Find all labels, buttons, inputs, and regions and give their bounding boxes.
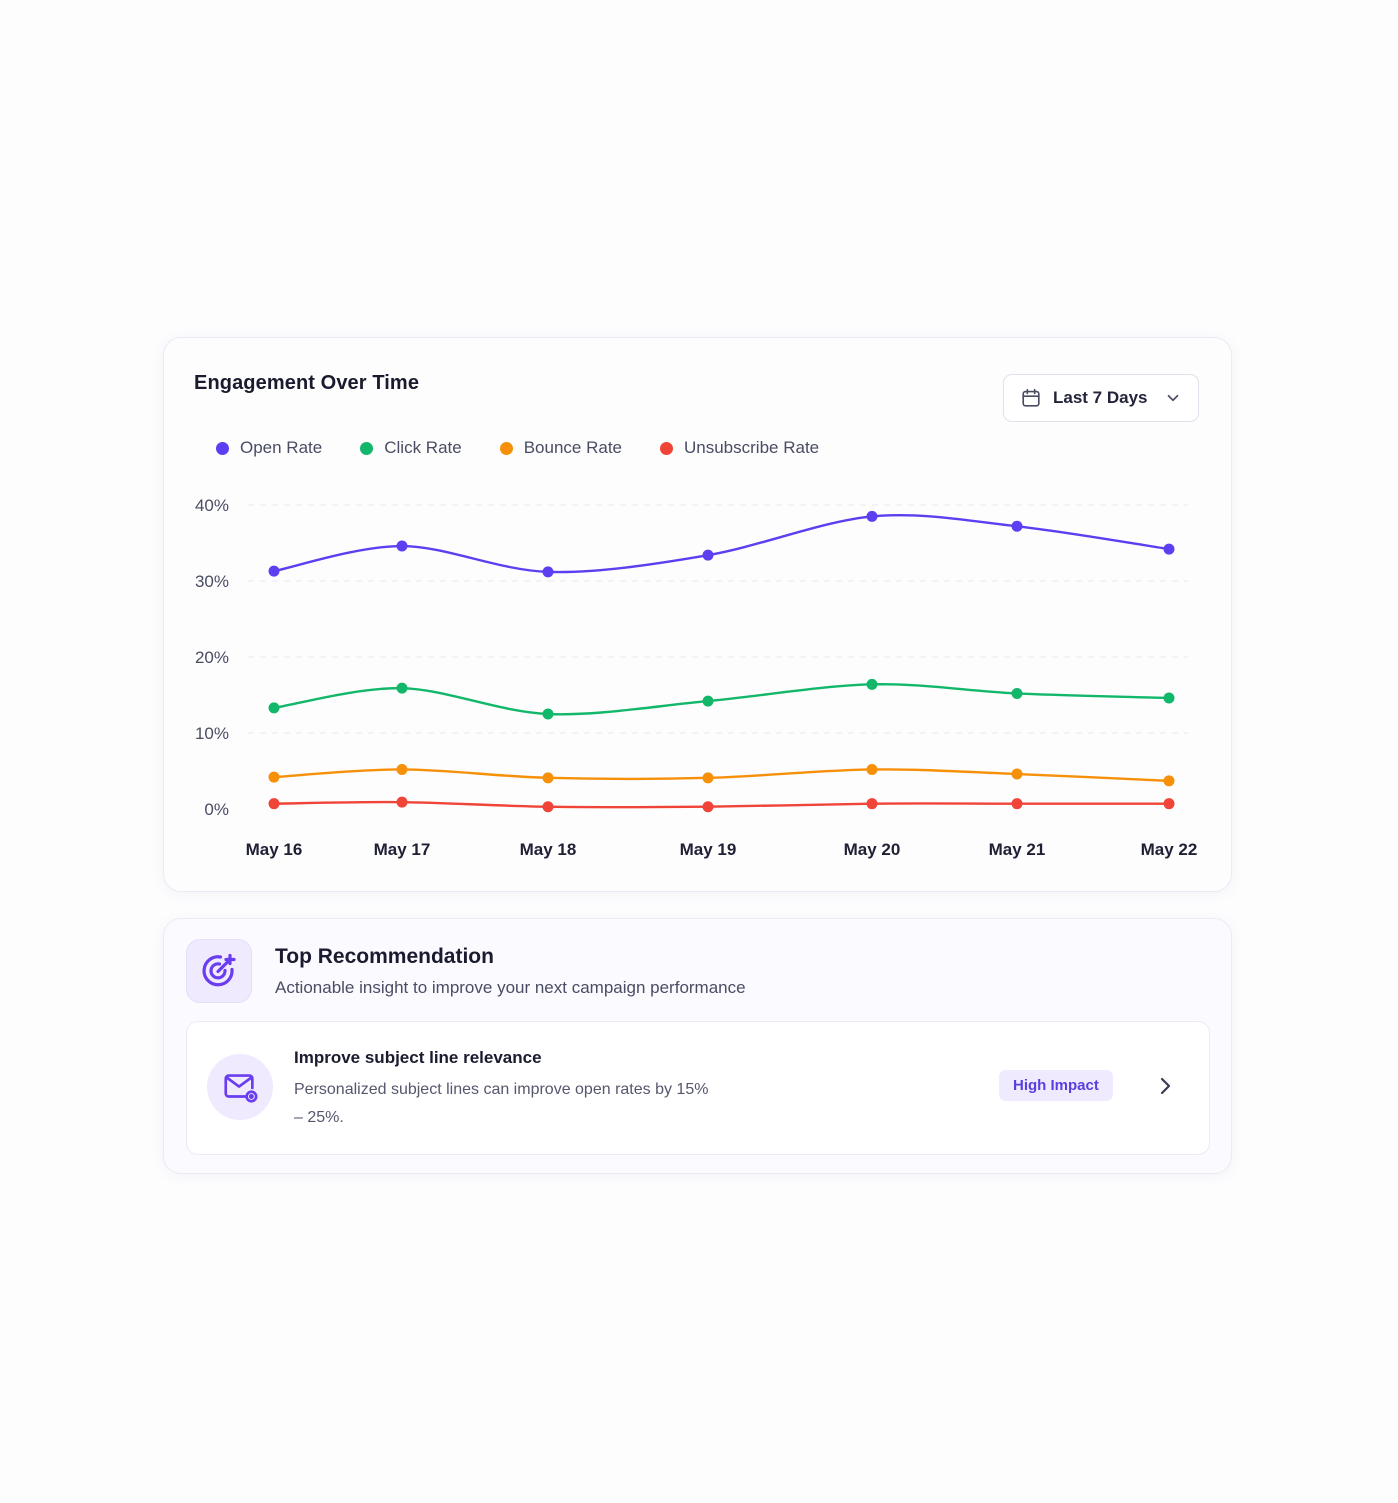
x-tick-label: May 17 — [374, 840, 431, 859]
y-tick-label: 40% — [195, 496, 229, 515]
data-point-unsubscribe-rate — [1163, 798, 1175, 810]
data-point-click-rate — [1011, 687, 1023, 699]
recommendation-card: Top Recommendation Actionable insight to… — [163, 918, 1232, 1174]
legend-item-click-rate[interactable]: Click Rate — [360, 438, 462, 458]
y-tick-label: 0% — [204, 800, 229, 819]
data-point-click-rate — [866, 678, 878, 690]
calendar-icon — [1020, 387, 1042, 409]
series-line-unsubscribe-rate — [272, 800, 1171, 809]
legend-swatch — [660, 441, 673, 455]
chart-title: Engagement Over Time — [194, 372, 420, 394]
recommendation-title: Top Recommendation — [275, 945, 494, 968]
target-icon — [186, 939, 252, 1003]
insight-description: Personalized subject lines can improve o… — [294, 1081, 709, 1126]
chevron-down-icon — [1164, 389, 1182, 407]
x-tick-label: May 19 — [680, 840, 737, 859]
legend-item-unsubscribe-rate[interactable]: Unsubscribe Rate — [660, 438, 819, 458]
y-tick-label: 10% — [195, 724, 229, 743]
impact-badge: High Impact — [999, 1070, 1113, 1101]
data-point-unsubscribe-rate — [542, 801, 554, 813]
legend-swatch — [216, 441, 229, 455]
date-range-label: Last 7 Days — [1053, 388, 1148, 407]
x-tick-label: May 16 — [246, 840, 303, 859]
data-point-open-rate — [268, 565, 280, 577]
data-point-bounce-rate — [866, 763, 878, 775]
x-tick-label: May 21 — [989, 840, 1046, 859]
data-point-bounce-rate — [702, 772, 714, 784]
data-point-open-rate — [1011, 520, 1023, 532]
y-tick-label: 20% — [195, 648, 229, 667]
insight-title: Improve subject line relevance — [294, 1048, 542, 1067]
x-tick-label: May 22 — [1141, 840, 1198, 859]
legend-item-open-rate[interactable]: Open Rate — [216, 438, 322, 458]
data-point-click-rate — [702, 695, 714, 707]
data-point-click-rate — [268, 702, 280, 714]
data-point-open-rate — [866, 510, 878, 522]
data-point-bounce-rate — [542, 772, 554, 784]
data-point-click-rate — [542, 708, 554, 720]
series-line-click-rate — [272, 683, 1171, 716]
data-point-unsubscribe-rate — [396, 796, 408, 808]
engagement-chart-card: Engagement Over Time Last 7 Days Open Ra… — [163, 337, 1232, 892]
legend-label: Click Rate — [384, 438, 462, 457]
data-point-click-rate — [396, 682, 408, 694]
data-point-click-rate — [1163, 692, 1175, 704]
data-point-open-rate — [396, 540, 408, 552]
data-point-open-rate — [542, 566, 554, 578]
legend-swatch — [360, 441, 374, 455]
series-line-bounce-rate — [272, 768, 1171, 783]
series-line-open-rate — [272, 513, 1171, 574]
data-point-open-rate — [702, 549, 714, 561]
data-point-bounce-rate — [1163, 775, 1175, 787]
legend-item-bounce-rate[interactable]: Bounce Rate — [499, 438, 622, 458]
x-tick-label: May 18 — [520, 840, 577, 859]
legend-swatch — [499, 441, 513, 455]
data-point-unsubscribe-rate — [268, 798, 280, 810]
y-tick-label: 30% — [195, 572, 229, 591]
data-point-open-rate — [1163, 543, 1175, 555]
data-point-unsubscribe-rate — [1011, 798, 1023, 810]
chevron-right-icon[interactable] — [1153, 1074, 1177, 1098]
legend-label: Unsubscribe Rate — [684, 438, 820, 457]
x-tick-label: May 20 — [844, 840, 901, 859]
legend-label: Bounce Rate — [523, 438, 622, 457]
recommendation-subtitle: Actionable insight to improve your next … — [275, 978, 746, 997]
data-point-unsubscribe-rate — [866, 798, 878, 810]
data-point-unsubscribe-rate — [702, 801, 714, 813]
insight-item[interactable]: Improve subject line relevance Personali… — [186, 1021, 1210, 1155]
data-point-bounce-rate — [1011, 768, 1023, 780]
data-point-bounce-rate — [268, 771, 280, 783]
date-range-dropdown[interactable]: Last 7 Days — [1003, 374, 1199, 422]
legend-label: Open Rate — [240, 438, 323, 457]
data-point-bounce-rate — [396, 763, 408, 775]
mail-icon — [207, 1054, 273, 1120]
chart-legend: Open Rate Click Rate Bounce Rate Unsubsc… — [216, 438, 819, 458]
engagement-line-chart: 0% 10% 20% 30% 40% May 16 May 17 May 18 May 19 Ma… — [195, 496, 1198, 859]
